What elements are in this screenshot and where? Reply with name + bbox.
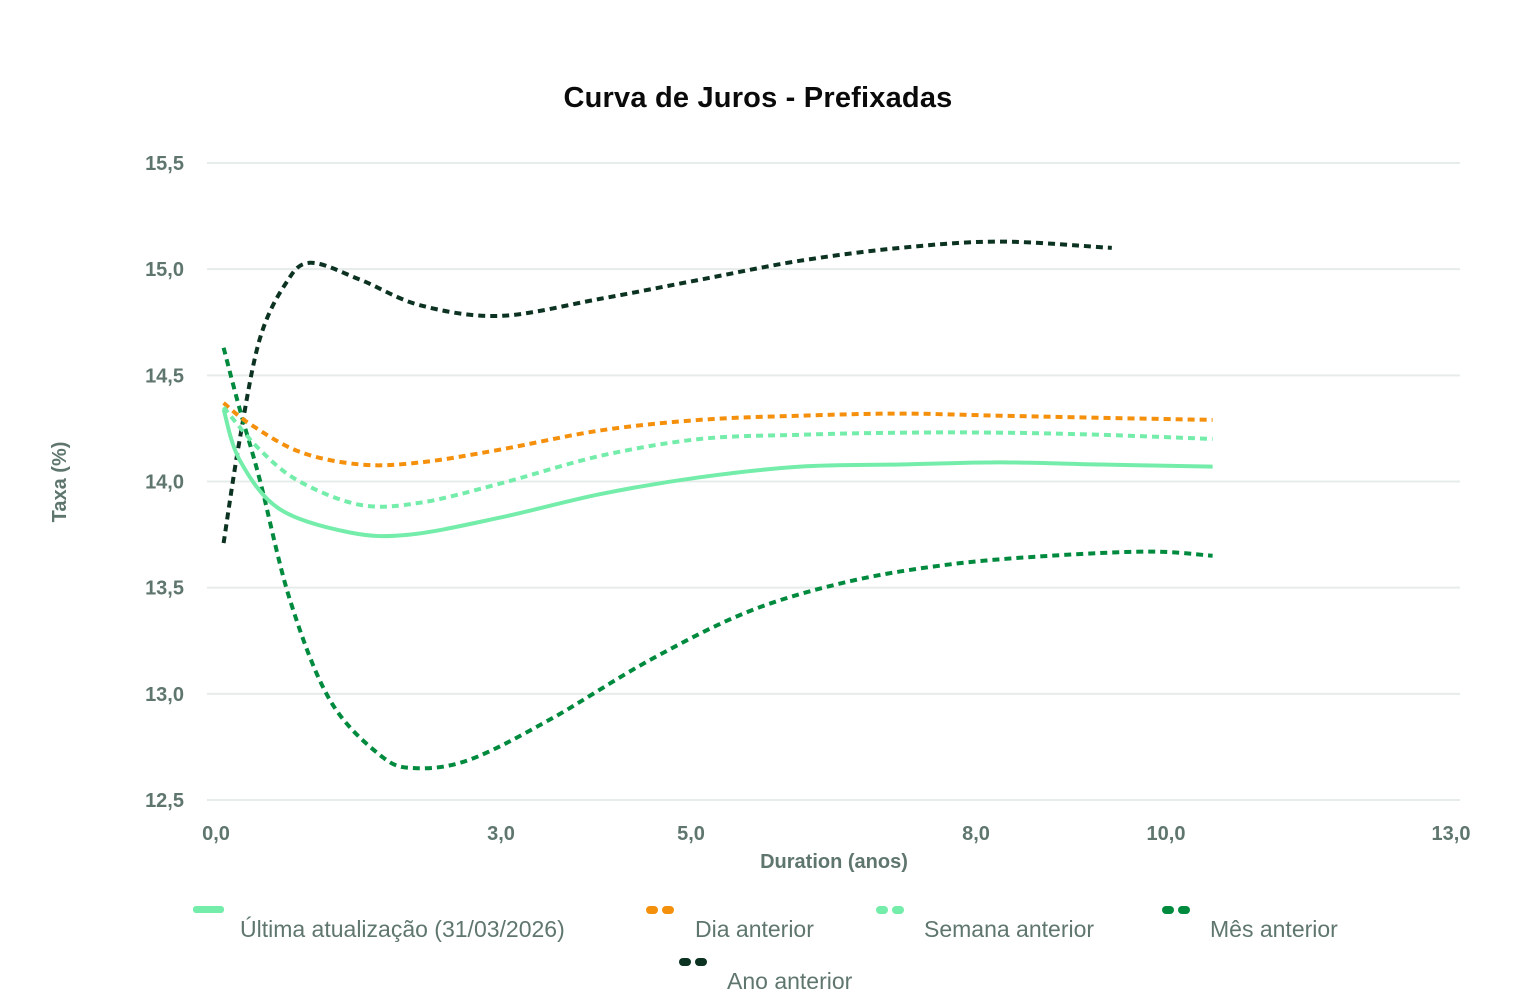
chart-title: Curva de Juros - Prefixadas: [563, 82, 953, 114]
legend-label: Semana anterior: [924, 916, 1095, 942]
x-axis-ticks: 0,0 3,0 5,0 8,0 10,0 13,0: [202, 823, 1470, 845]
y-tick-label: 14,0: [145, 472, 184, 494]
series-line-0: [221, 408, 1213, 539]
y-tick-label: 13,0: [145, 684, 184, 706]
legend-label: Ano anterior: [727, 968, 853, 994]
x-tick-label: 3,0: [487, 823, 515, 845]
y-axis-label: Taxa (%): [49, 442, 71, 523]
y-tick-label: 13,5: [145, 578, 184, 600]
series-line-1: [222, 401, 1213, 468]
series-line-3: [221, 347, 1213, 771]
x-tick-label: 8,0: [962, 823, 990, 845]
x-tick-label: 5,0: [677, 823, 705, 845]
y-tick-label: 14,5: [145, 365, 184, 387]
series-line-2: [222, 405, 1213, 509]
gridlines: [207, 162, 1460, 801]
y-axis-ticks: 15,5 15,0 14,5 14,0 13,5 13,0 12,5: [145, 153, 184, 812]
y-tick-label: 15,5: [145, 153, 184, 175]
series-line-4: [221, 239, 1112, 544]
legend-label: Mês anterior: [1210, 916, 1338, 942]
legend-label: Última atualização (31/03/2026): [240, 916, 565, 942]
x-tick-label: 13,0: [1432, 823, 1471, 845]
y-tick-label: 12,5: [145, 790, 184, 812]
x-tick-label: 10,0: [1147, 823, 1186, 845]
x-axis-label: Duration (anos): [760, 851, 908, 873]
y-tick-label: 15,0: [145, 259, 184, 281]
x-tick-label: 0,0: [202, 823, 230, 845]
series-lines: [221, 239, 1213, 771]
legend-label: Dia anterior: [695, 916, 814, 942]
legend-swatch-solid-icon: [193, 906, 224, 913]
